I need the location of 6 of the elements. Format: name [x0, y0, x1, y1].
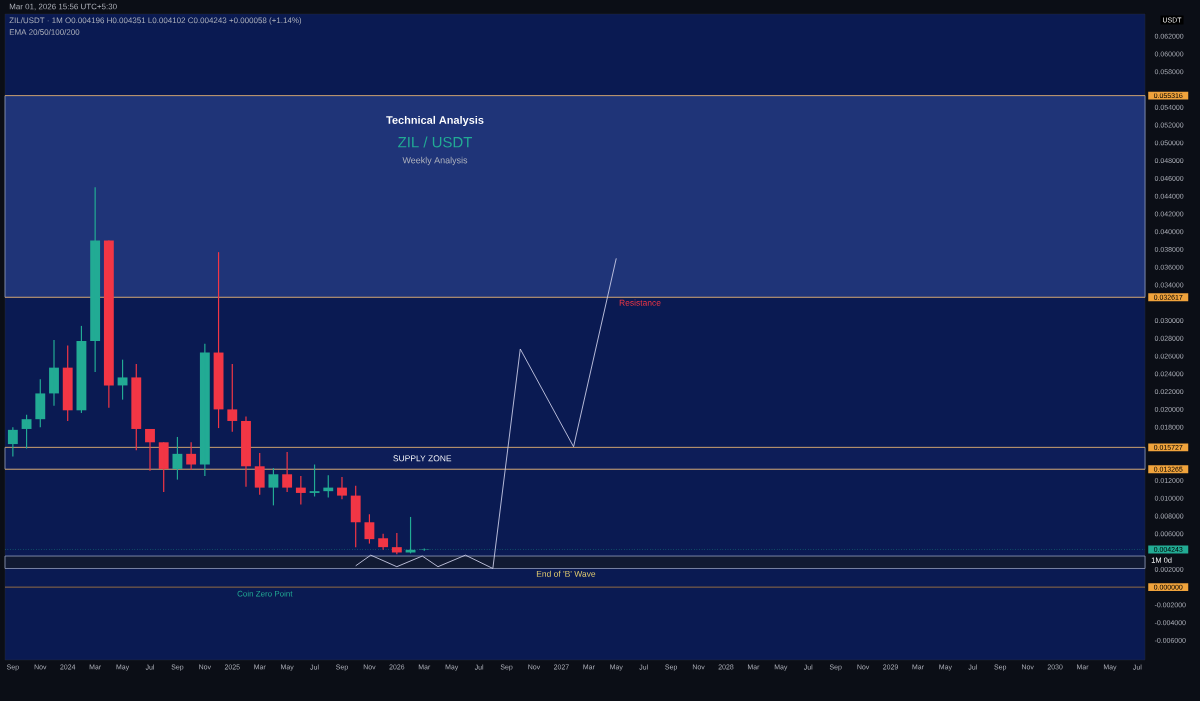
band-label: SUPPLY ZONE — [393, 455, 452, 462]
band-label: Resistance — [619, 299, 661, 306]
band-label: End of 'B' Wave — [536, 570, 596, 577]
annotation: Weekly Analysis — [402, 156, 468, 166]
text: Technical Analysis — [386, 115, 484, 127]
text: ZIL / USDT — [398, 136, 473, 148]
